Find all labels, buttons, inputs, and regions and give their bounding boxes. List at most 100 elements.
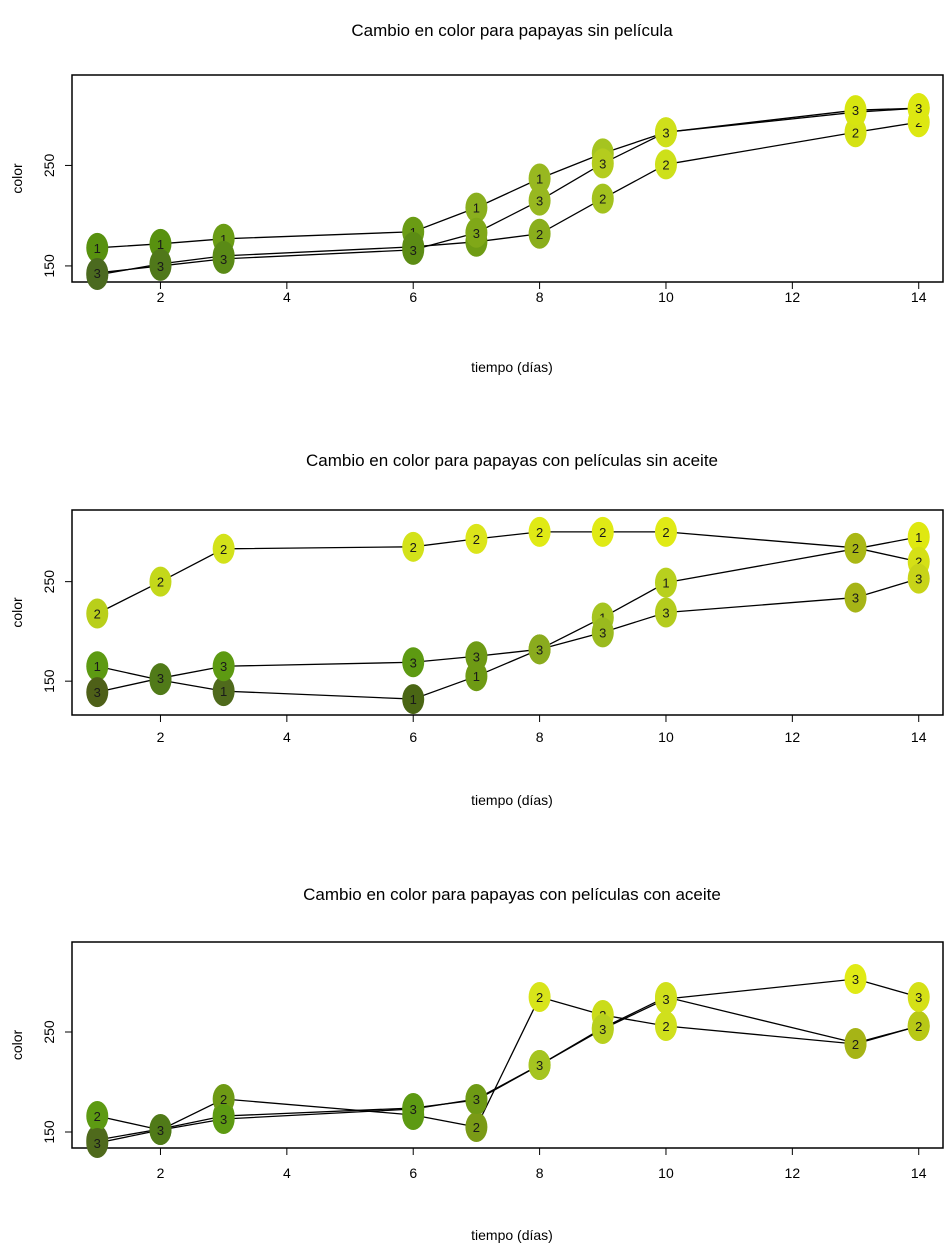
x-tick-label: 12 xyxy=(785,1165,801,1181)
data-point-label: 1 xyxy=(662,576,669,591)
data-point-label: 3 xyxy=(599,625,606,640)
x-tick-label: 8 xyxy=(536,289,544,305)
data-point-series-3 xyxy=(86,1128,109,1158)
data-point-series-2 xyxy=(86,1101,109,1131)
data-point-label: 3 xyxy=(536,1058,543,1073)
data-point-series-2 xyxy=(654,516,677,547)
y-tick-label: 250 xyxy=(41,1020,57,1044)
data-point-series-3 xyxy=(465,641,488,672)
data-point-series-2 xyxy=(844,1029,867,1059)
data-point-label: 3 xyxy=(157,671,164,686)
data-point-series-2 xyxy=(149,566,172,597)
data-point-series-3 xyxy=(844,964,867,994)
chart-panel-3: Cambio en color para papayas con películ… xyxy=(9,885,944,1243)
data-point-label: 3 xyxy=(94,1136,101,1151)
x-tick-label: 10 xyxy=(658,1165,674,1181)
plot-frame xyxy=(71,74,944,283)
data-point-label: 1 xyxy=(94,241,101,256)
data-point-series-3 xyxy=(402,1094,425,1124)
data-point-series-3 xyxy=(844,95,867,126)
x-tick-label: 2 xyxy=(157,1165,165,1181)
data-point-series-3 xyxy=(149,663,172,694)
data-point-label: 2 xyxy=(473,1120,480,1135)
data-point-label: 3 xyxy=(852,972,859,987)
data-point-label: 3 xyxy=(662,992,669,1007)
x-tick-label: 14 xyxy=(911,289,927,305)
data-point-label: 2 xyxy=(94,1109,101,1124)
data-point-series-3 xyxy=(654,597,677,628)
data-point-series-2 xyxy=(86,598,109,629)
data-point-label: 3 xyxy=(599,1022,606,1037)
data-point-label: 3 xyxy=(220,1112,227,1127)
data-point-label: 3 xyxy=(599,156,606,171)
y-axis-label: color xyxy=(9,597,25,628)
data-point-label: 1 xyxy=(220,684,227,699)
data-point-series-3 xyxy=(907,93,930,124)
data-point-series-3 xyxy=(591,1014,614,1044)
data-point-series-3 xyxy=(907,982,930,1012)
data-point-series-3 xyxy=(212,243,235,274)
data-point-label: 2 xyxy=(473,532,480,547)
data-point-series-3 xyxy=(654,117,677,148)
data-point-series-3 xyxy=(86,257,109,288)
data-point-label: 2 xyxy=(852,1037,859,1052)
data-point-label: 3 xyxy=(852,103,859,118)
y-axis-label: color xyxy=(9,163,25,194)
data-point-series-3 xyxy=(528,1050,551,1080)
data-point-label: 2 xyxy=(915,555,922,570)
data-point-series-2 xyxy=(465,523,488,554)
data-point-series-3 xyxy=(591,148,614,179)
data-point-series-3 xyxy=(907,563,930,594)
data-point-series-3 xyxy=(402,234,425,265)
data-point-series-3 xyxy=(844,582,867,613)
data-point-label: 1 xyxy=(915,530,922,545)
data-point-series-1 xyxy=(86,651,109,682)
data-point-series-2 xyxy=(465,1112,488,1142)
plot-frame xyxy=(71,509,944,716)
data-point-label: 3 xyxy=(157,1123,164,1138)
data-point-series-2 xyxy=(528,218,551,249)
x-tick-label: 2 xyxy=(157,729,165,745)
data-point-series-3 xyxy=(465,1084,488,1114)
data-point-label: 2 xyxy=(536,990,543,1005)
data-point-label: 1 xyxy=(220,232,227,247)
x-tick-label: 4 xyxy=(283,729,291,745)
series-line-1 xyxy=(97,107,919,249)
data-point-series-1 xyxy=(402,684,425,715)
data-point-series-2 xyxy=(212,533,235,564)
x-tick-label: 10 xyxy=(658,729,674,745)
data-point-series-2 xyxy=(844,532,867,563)
series-line-3 xyxy=(97,578,919,693)
chart-title: Cambio en color para papayas con películ… xyxy=(306,451,718,470)
series-line-2 xyxy=(96,531,919,615)
data-point-label: 1 xyxy=(473,669,480,684)
y-tick-label: 150 xyxy=(41,254,57,278)
data-point-label: 3 xyxy=(915,990,922,1005)
data-point-label: 3 xyxy=(473,649,480,664)
data-point-label: 3 xyxy=(410,655,417,670)
data-point-label: 3 xyxy=(473,226,480,241)
series-line-3 xyxy=(97,978,919,1144)
data-point-series-3 xyxy=(212,1104,235,1134)
series-line-3 xyxy=(97,107,919,274)
x-axis-label: tiempo (días) xyxy=(471,1227,553,1243)
data-point-series-2 xyxy=(654,1011,677,1041)
data-point-label: 1 xyxy=(94,659,101,674)
chart-title: Cambio en color para papayas sin películ… xyxy=(351,21,673,40)
data-point-series-3 xyxy=(402,647,425,678)
chart-panel-1: Cambio en color para papayas sin películ… xyxy=(9,21,944,375)
series-line-2 xyxy=(97,121,919,276)
data-point-label: 3 xyxy=(220,659,227,674)
data-point-label: 1 xyxy=(473,201,480,216)
data-point-series-1 xyxy=(907,521,930,552)
data-point-series-3 xyxy=(465,217,488,248)
data-point-label: 3 xyxy=(220,252,227,267)
x-tick-label: 10 xyxy=(658,289,674,305)
data-point-series-2 xyxy=(844,117,867,148)
data-point-label: 3 xyxy=(662,606,669,621)
data-point-series-1 xyxy=(528,163,551,194)
data-point-label: 3 xyxy=(915,101,922,116)
data-point-series-1 xyxy=(86,232,109,263)
data-point-label: 2 xyxy=(536,525,543,540)
